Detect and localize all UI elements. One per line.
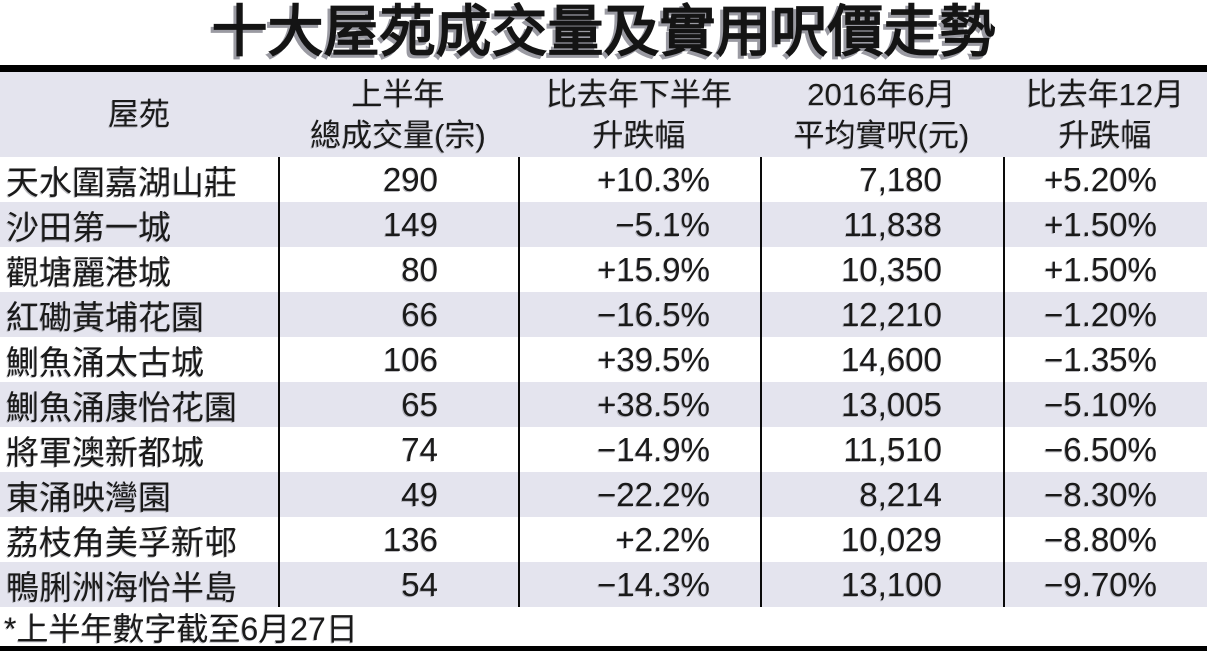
price-cell: 11,510 xyxy=(760,427,1003,472)
estate-name-cell: 鰂魚涌太古城 xyxy=(6,343,204,381)
price-cell: 13,100 xyxy=(760,562,1003,607)
header-dec-change-line1: 比去年12月 xyxy=(1025,76,1185,112)
estate-name-cell: 鰂魚涌康怡花園 xyxy=(6,388,237,426)
price-cell: 11,838 xyxy=(760,202,1003,247)
dec-change-cell: +5.20% xyxy=(1003,157,1207,202)
header-cell-deals: 上半年 總成交量(宗) xyxy=(278,72,518,157)
transactions-cell: 54 xyxy=(278,562,518,607)
h2-change-cell: −5.1% xyxy=(518,202,760,247)
estate-name-cell: 沙田第一城 xyxy=(6,208,171,246)
estates-table: 屋苑 上半年 總成交量(宗) 比去年下半年 升跌幅 2016年6月 平均實呎(元… xyxy=(0,72,1207,607)
h2-change-cell: +10.3% xyxy=(518,157,760,202)
title-underline-bar xyxy=(0,65,1207,72)
transactions-cell: 80 xyxy=(278,247,518,292)
estate-name-cell: 將軍澳新都城 xyxy=(6,433,204,471)
header-dec-change-line2: 升跌幅 xyxy=(1058,117,1152,153)
header-cell-dec-change: 比去年12月 升跌幅 xyxy=(1003,72,1207,157)
price-cell: 10,350 xyxy=(760,247,1003,292)
table-row: 鰂魚涌太古城 106 +39.5% 14,600 −1.35% xyxy=(0,337,1207,382)
price-cell: 7,180 xyxy=(760,157,1003,202)
transactions-cell: 106 xyxy=(278,337,518,382)
transactions-cell: 149 xyxy=(278,202,518,247)
header-price-line2: 平均實呎(元) xyxy=(793,117,970,153)
header-price-line1: 2016年6月 xyxy=(807,76,956,112)
price-cell: 14,600 xyxy=(760,337,1003,382)
header-deals-line2: 總成交量(宗) xyxy=(310,117,486,153)
transactions-cell: 49 xyxy=(278,472,518,517)
dec-change-cell: −1.35% xyxy=(1003,337,1207,382)
table-row: 觀塘麗港城 80 +15.9% 10,350 +1.50% xyxy=(0,247,1207,292)
h2-change-cell: −22.2% xyxy=(518,472,760,517)
estate-name-cell: 觀塘麗港城 xyxy=(6,253,171,291)
bottom-rule-bar xyxy=(0,646,1207,651)
header-cell-price: 2016年6月 平均實呎(元) xyxy=(760,72,1003,157)
footnote: *上半年數字截至6月27日 xyxy=(0,607,1207,647)
table-row: 天水圍嘉湖山莊 290 +10.3% 7,180 +5.20% xyxy=(0,157,1207,202)
dec-change-cell: −6.50% xyxy=(1003,427,1207,472)
dec-change-cell: −1.20% xyxy=(1003,292,1207,337)
page-title: 十大屋苑成交量及實用呎價走勢 xyxy=(211,0,996,63)
price-cell: 12,210 xyxy=(760,292,1003,337)
estate-name-cell: 荔枝角美孚新邨 xyxy=(6,523,237,561)
h2-change-cell: +38.5% xyxy=(518,382,760,427)
price-cell: 13,005 xyxy=(760,382,1003,427)
estate-name-cell: 天水圍嘉湖山莊 xyxy=(6,163,237,201)
transactions-cell: 74 xyxy=(278,427,518,472)
header-estate-line1: 屋苑 xyxy=(108,97,170,132)
header-h2-change-line1: 比去年下半年 xyxy=(546,76,732,112)
transactions-cell: 136 xyxy=(278,517,518,562)
transactions-cell: 66 xyxy=(278,292,518,337)
dec-change-cell: −5.10% xyxy=(1003,382,1207,427)
header-deals-line1: 上半年 xyxy=(351,76,445,112)
dec-change-cell: −9.70% xyxy=(1003,562,1207,607)
transactions-cell: 290 xyxy=(278,157,518,202)
table-row: 將軍澳新都城 74 −14.9% 11,510 −6.50% xyxy=(0,427,1207,472)
price-cell: 8,214 xyxy=(760,472,1003,517)
h2-change-cell: −16.5% xyxy=(518,292,760,337)
estate-name-cell: 紅磡黃埔花園 xyxy=(6,298,204,336)
table-row: 鰂魚涌康怡花園 65 +38.5% 13,005 −5.10% xyxy=(0,382,1207,427)
h2-change-cell: +15.9% xyxy=(518,247,760,292)
dec-change-cell: +1.50% xyxy=(1003,202,1207,247)
table-row: 紅磡黃埔花園 66 −16.5% 12,210 −1.20% xyxy=(0,292,1207,337)
header-cell-estate: 屋苑 xyxy=(0,72,278,157)
dec-change-cell: −8.30% xyxy=(1003,472,1207,517)
table-header-row: 屋苑 上半年 總成交量(宗) 比去年下半年 升跌幅 2016年6月 平均實呎(元… xyxy=(0,72,1207,157)
header-h2-change-line2: 升跌幅 xyxy=(592,117,686,153)
table-row: 沙田第一城 149 −5.1% 11,838 +1.50% xyxy=(0,202,1207,247)
h2-change-cell: −14.9% xyxy=(518,427,760,472)
table-row: 荔枝角美孚新邨 136 +2.2% 10,029 −8.80% xyxy=(0,517,1207,562)
h2-change-cell: +39.5% xyxy=(518,337,760,382)
dec-change-cell: +1.50% xyxy=(1003,247,1207,292)
h2-change-cell: +2.2% xyxy=(518,517,760,562)
table-row: 東涌映灣園 49 −22.2% 8,214 −8.30% xyxy=(0,472,1207,517)
table-row: 鴨脷洲海怡半島 54 −14.3% 13,100 −9.70% xyxy=(0,562,1207,607)
h2-change-cell: −14.3% xyxy=(518,562,760,607)
transactions-cell: 65 xyxy=(278,382,518,427)
estate-name-cell: 東涌映灣園 xyxy=(6,478,171,516)
dec-change-cell: −8.80% xyxy=(1003,517,1207,562)
estate-name-cell: 鴨脷洲海怡半島 xyxy=(6,568,237,606)
header-cell-h2-change: 比去年下半年 升跌幅 xyxy=(518,72,760,157)
price-cell: 10,029 xyxy=(760,517,1003,562)
